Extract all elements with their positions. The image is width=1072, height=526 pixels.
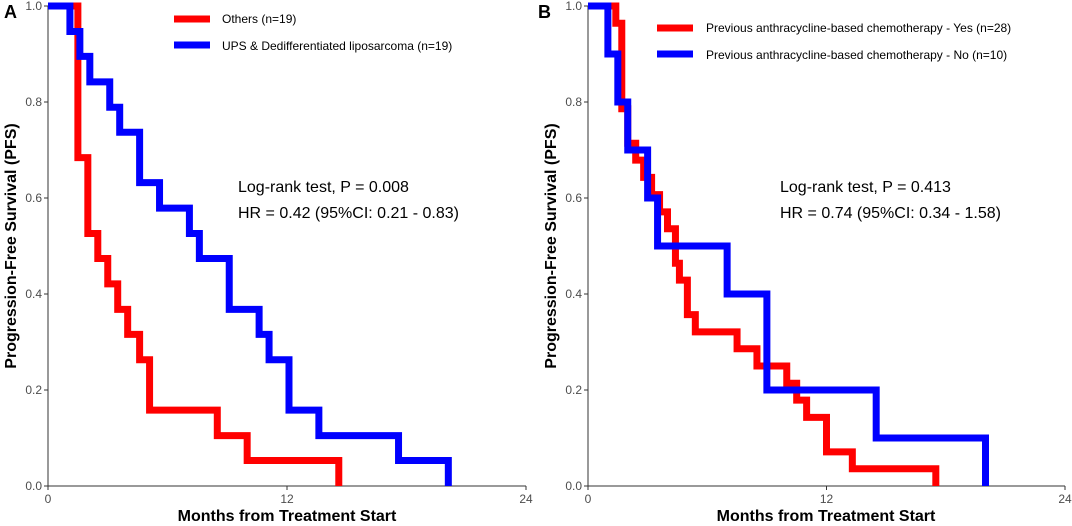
x-tick-label: 0 — [585, 492, 592, 506]
panel-label: B — [538, 2, 551, 22]
km-curve-series-1 — [588, 2, 940, 486]
km-curve-series-2 — [588, 2, 989, 486]
km-curve-series-1 — [48, 2, 343, 486]
y-tick-label: 0.6 — [565, 191, 582, 205]
legend-label-ups: UPS & Dedifferentiated liposarcoma (n=19… — [222, 39, 452, 53]
legend-label-no: Previous anthracycline-based chemotherap… — [706, 48, 1007, 62]
x-tick-label: 0 — [45, 492, 52, 506]
y-tick-label: 0.8 — [565, 95, 582, 109]
x-tick-label: 24 — [519, 492, 533, 506]
panel-a: A 0.0 0.2 0.4 0.6 0.8 1.0 0 12 24 Months from T… — [3, 0, 533, 525]
y-tick-label: 1.0 — [25, 0, 42, 13]
km-curve-series-2 — [48, 2, 452, 486]
y-tick-label: 0.6 — [25, 191, 42, 205]
y-tick-label: 0.0 — [565, 479, 582, 493]
y-tick-label: 0.0 — [25, 479, 42, 493]
y-tick-label: 0.8 — [25, 95, 42, 109]
x-axis-title: Months from Treatment Start — [178, 508, 397, 525]
legend: Others (n=19) UPS & Dedifferentiated lip… — [174, 12, 452, 53]
panel-b: B 0.0 0.2 0.4 0.6 0.8 1.0 0 12 24 Months from T… — [538, 0, 1072, 525]
y-tick-label: 0.2 — [25, 383, 42, 397]
logrank-annotation: Log-rank test, P = 0.008 — [238, 179, 409, 196]
y-tick-label: 0.4 — [565, 287, 582, 301]
y-axis-title: Progression-Free Survival (PFS) — [3, 123, 20, 368]
legend-label-others: Others (n=19) — [222, 12, 296, 26]
logrank-annotation: Log-rank test, P = 0.413 — [780, 179, 951, 196]
hazard-ratio-annotation: HR = 0.74 (95%CI: 0.34 - 1.58) — [780, 205, 1001, 222]
x-tick-label: 24 — [1058, 492, 1072, 506]
y-axis-title: Progression-Free Survival (PFS) — [543, 123, 560, 368]
panel-label: A — [4, 2, 17, 22]
x-tick-label: 12 — [820, 492, 834, 506]
y-tick-label: 0.4 — [25, 287, 42, 301]
y-tick-label: 1.0 — [565, 0, 582, 13]
y-tick-label: 0.2 — [565, 383, 582, 397]
x-axis-title: Months from Treatment Start — [717, 508, 936, 525]
legend-label-yes: Previous anthracycline-based chemotherap… — [706, 21, 1011, 35]
legend: Previous anthracycline-based chemotherap… — [657, 21, 1011, 62]
x-tick-label: 12 — [280, 492, 294, 506]
hazard-ratio-annotation: HR = 0.42 (95%CI: 0.21 - 0.83) — [238, 205, 459, 222]
